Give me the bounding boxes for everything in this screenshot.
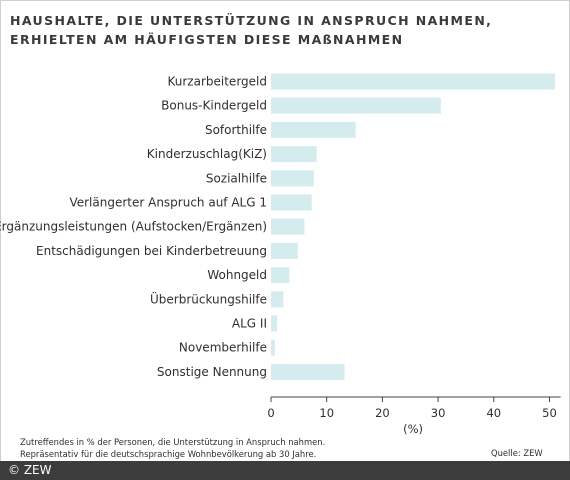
category-label-8: Wohngeld	[207, 268, 267, 282]
chart-title: HAUSHALTE, DIE UNTERSTÜTZUNG IN ANSPRUCH…	[10, 11, 555, 49]
footnote-line-2: Repräsentativ für die deutschsprachige W…	[20, 449, 317, 459]
footnote: Zutreffendes in % der Personen, die Unte…	[20, 436, 325, 460]
category-label-12: Sonstige Nennung	[157, 365, 267, 379]
x-axis-label: (%)	[403, 422, 423, 436]
category-label-3: Kinderzuschlag(KiZ)	[147, 147, 267, 161]
bar-12	[271, 363, 345, 380]
category-label-4: Sozialhilfe	[206, 171, 267, 185]
chart-title-line-1: HAUSHALTE, DIE UNTERSTÜTZUNG IN ANSPRUCH…	[10, 13, 493, 28]
copyright-text: © ZEW	[8, 463, 52, 477]
category-label-1: Bonus-Kindergeld	[161, 99, 267, 113]
category-label-9: Überbrückungshilfe	[150, 290, 267, 306]
bar-3	[271, 146, 317, 163]
category-label-11: Novemberhilfe	[179, 341, 267, 355]
bar-10	[271, 315, 278, 332]
source-note: Quelle: ZEW	[491, 448, 543, 458]
footnote-line-1: Zutreffendes in % der Personen, die Unte…	[20, 437, 326, 447]
x-tick-label-2: 20	[375, 406, 390, 420]
bar-4	[271, 170, 314, 187]
bar-8	[271, 267, 290, 284]
x-tick-label-4: 40	[486, 406, 501, 420]
bar-11	[271, 339, 275, 356]
bar-6	[271, 218, 305, 235]
bar-5	[271, 194, 312, 211]
category-label-6: Ergänzungsleistungen (Aufstocken/Ergänze…	[0, 220, 267, 234]
x-tick-label-5: 50	[542, 406, 557, 420]
category-label-5: Verlängerter Anspruch auf ALG 1	[69, 196, 267, 210]
category-label-7: Entschädigungen bei Kinderbetreuung	[36, 244, 267, 258]
chart-title-line-2: ERHIELTEN AM HÄUFIGSTEN DIESE MAßNAHMEN	[10, 32, 404, 47]
category-label-10: ALG II	[232, 317, 267, 331]
bars-group	[271, 73, 556, 380]
x-tick-label-1: 10	[319, 406, 334, 420]
category-label-2: Soforthilfe	[205, 123, 267, 137]
x-tick-label-0: 0	[267, 406, 274, 420]
bar-2	[271, 121, 356, 138]
category-label-0: Kurzarbeitergeld	[168, 75, 268, 89]
category-labels-group: Kurzarbeitergeld Bonus-Kindergeld Soforthi…	[0, 75, 267, 379]
copyright-bar: © ZEW	[0, 461, 570, 480]
bar-9	[271, 291, 284, 308]
bar-1	[271, 97, 441, 114]
bar-0	[271, 73, 556, 90]
bar-7	[271, 242, 298, 259]
x-axis: 0 10 20 30 40 50 (%)	[267, 396, 561, 436]
x-tick-label-3: 30	[431, 406, 446, 420]
